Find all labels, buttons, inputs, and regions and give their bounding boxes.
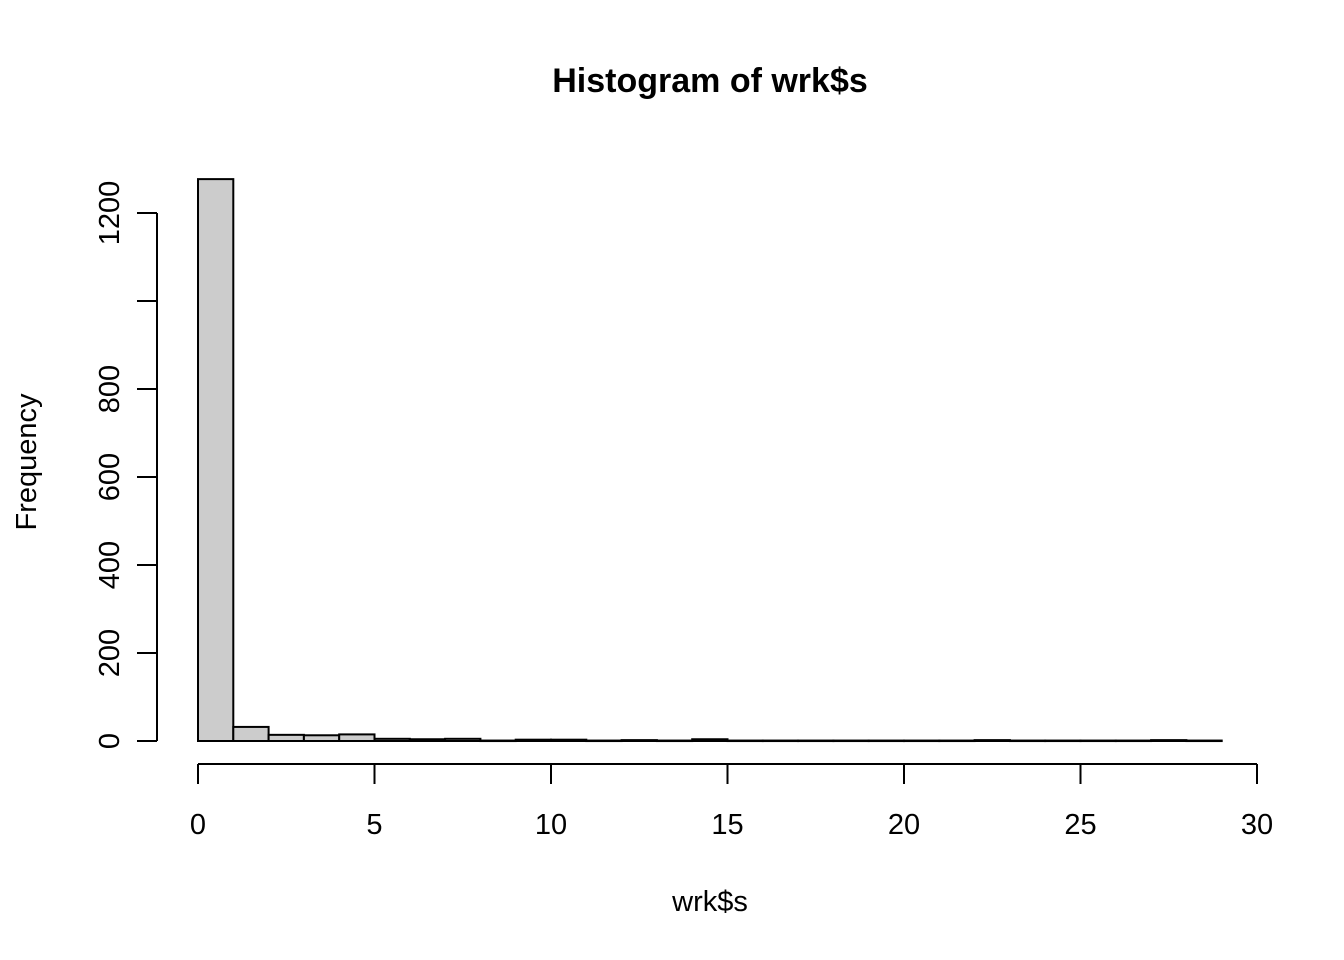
y-tick-label: 800 [94,365,126,413]
histogram-bar [373,737,411,742]
histogram-bar [973,739,1011,742]
histogram-bar [867,739,906,743]
histogram-bar [620,739,658,742]
histogram-bar [832,739,870,743]
histogram-bar [797,739,835,743]
histogram-bar [903,739,941,743]
y-tick-label: 200 [94,629,126,677]
histogram-bar [1114,739,1153,743]
histogram-bar [550,738,588,742]
histogram-bar [726,739,764,743]
x-axis: 0 5 10 15 20 25 30 [190,763,1273,841]
histogram-bar [479,739,517,743]
histogram-bar [1185,739,1223,743]
x-axis-label: wrk$s [671,886,748,918]
y-tick-label: 400 [94,541,126,589]
histogram-bar [408,738,447,742]
x-tick-label: 5 [366,809,382,841]
histogram-bar [197,178,235,742]
x-tick-label: 30 [1241,809,1273,841]
y-tick-label: 0 [94,733,126,749]
histogram-bar [302,734,341,743]
histogram-bar [338,733,376,743]
chart-title: Histogram of wrk$s [552,62,868,100]
y-axis-label: Frequency [11,393,43,531]
histogram-bar [1150,739,1188,742]
histogram-bar [1079,739,1117,743]
histogram-bar [691,738,729,742]
y-axis: 0 200 400 600 800 1200 [94,181,158,749]
x-tick-label: 15 [711,809,743,841]
histogram-bar [514,738,553,742]
histogram-bar [1008,739,1047,743]
y-tick-label: 600 [94,453,126,501]
x-tick-label: 25 [1064,809,1096,841]
histogram-bar [655,739,694,743]
histogram-bar [585,739,623,743]
histogram-bar [267,733,305,743]
histogram-bar [444,737,482,742]
bars-group [197,178,1223,743]
histogram-bar [761,739,800,743]
x-tick-label: 20 [888,809,920,841]
x-tick-label: 10 [535,809,567,841]
x-tick-label: 0 [190,809,206,841]
histogram-bar [232,725,270,742]
histogram-bar [1044,739,1082,743]
y-tick-label: 1200 [94,181,126,246]
histogram-bar [938,739,976,743]
